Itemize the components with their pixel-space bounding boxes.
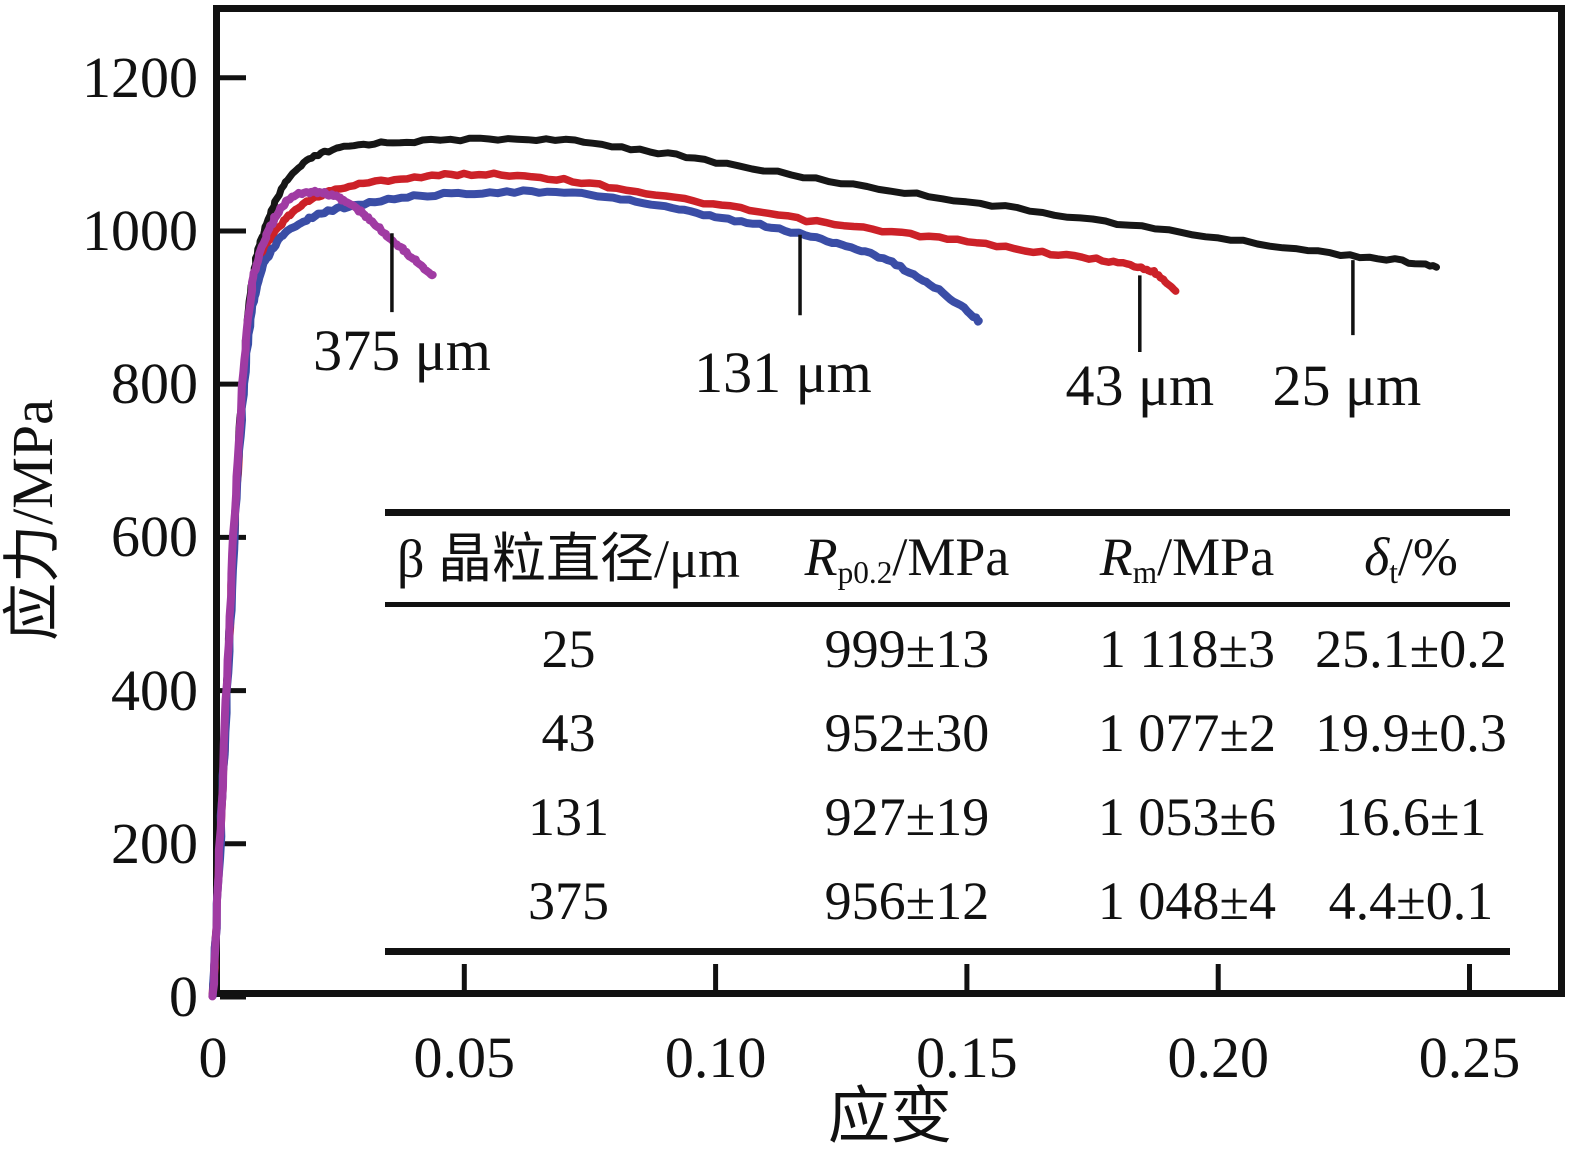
curve-label: 25 μm: [1272, 352, 1422, 418]
table-cell: 999±13: [824, 619, 990, 679]
table-header-rp02: Rp0.2/MPa: [804, 526, 1010, 590]
y-tick-label: 600: [111, 504, 198, 570]
x-tick-label: 0.10: [664, 1025, 767, 1090]
table-cell: 25: [541, 619, 596, 679]
x-tick-label: 0: [198, 1025, 228, 1090]
table-cell: 43: [541, 703, 596, 763]
table-cell: 952±30: [824, 703, 990, 763]
curves: [208, 134, 1440, 1001]
table-cell: 131: [528, 787, 609, 847]
annotation-leader-lines: [390, 233, 1355, 353]
table-header-rm: Rm/MPa: [1099, 526, 1275, 590]
curve-375μm: [208, 186, 437, 1001]
x-tick-label: 0.15: [916, 1025, 1018, 1090]
table-cell: 1 048±4: [1097, 871, 1277, 931]
y-tick-label: 800: [111, 351, 198, 417]
x-axis-title: 应变: [827, 1083, 953, 1151]
properties-table: β 晶粒直径/μm Rp0.2/MPa Rm/MPa δt/% 25 999±1…: [385, 509, 1510, 955]
table-header-elongation: δt/%: [1364, 526, 1458, 590]
table-body: 25 999±13 1 118±3 25.1±0.2 43 952±30 1 0…: [385, 607, 1510, 943]
x-tick-label: 0.20: [1167, 1025, 1269, 1090]
table-header-row: β 晶粒直径/μm Rp0.2/MPa Rm/MPa δt/%: [385, 516, 1510, 607]
x-tick-label: 0.25: [1418, 1025, 1521, 1090]
table-header-grain-diameter: β 晶粒直径/μm: [397, 529, 740, 589]
curve-label: 43 μm: [1065, 352, 1215, 418]
table-cell: 4.4±0.1: [1328, 871, 1494, 931]
table-cell: 956±12: [824, 871, 990, 931]
axis-ticks: [210, 75, 1473, 1000]
y-axis-title: 应力/MPa: [0, 399, 65, 641]
table-cell: 16.6±1: [1335, 787, 1487, 847]
y-tick-label: 400: [111, 657, 198, 723]
table-cell: 1 077±2: [1097, 703, 1277, 763]
curve-label: 131 μm: [694, 339, 872, 405]
x-tick-label: 0.05: [413, 1025, 516, 1090]
table-cell: 1 053±6: [1097, 787, 1277, 847]
table-cell: 375: [528, 871, 609, 931]
curve-label: 375 μm: [313, 318, 491, 384]
table-cell: 25.1±0.2: [1315, 619, 1507, 679]
y-tick-label: 1200: [82, 44, 198, 110]
table-cell: 927±19: [824, 787, 990, 847]
table-cell: 19.9±0.3: [1315, 703, 1507, 763]
y-tick-label: 200: [111, 810, 198, 876]
table-cell: 1 118±3: [1098, 619, 1276, 679]
y-tick-label: 1000: [82, 197, 198, 263]
plot-border: [213, 5, 1565, 997]
y-tick-label: 0: [169, 964, 198, 1029]
